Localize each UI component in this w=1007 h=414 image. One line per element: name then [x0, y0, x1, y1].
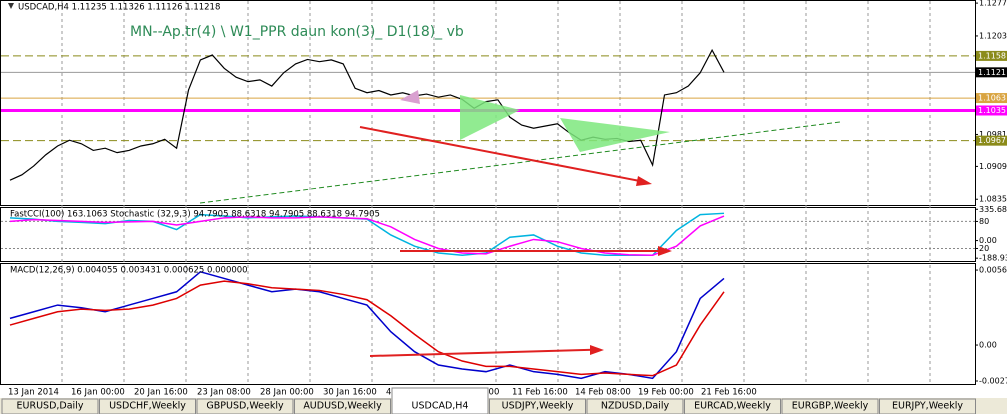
series-line [9, 215, 725, 256]
green-triangle [560, 118, 670, 152]
y2-tick-label: -188.93 [979, 254, 1007, 263]
level-label: 1.1158 [978, 51, 1006, 60]
tab-shape [489, 398, 586, 414]
tab[interactable]: AUDUSD,Weekly [294, 398, 391, 414]
tab[interactable]: GBPUSD,Weekly [196, 398, 294, 414]
level-label: 1.0967 [978, 136, 1006, 145]
y-tick-label: 20 [979, 244, 989, 253]
tab[interactable]: USDJPY,Weekly [489, 398, 586, 414]
level-box [976, 93, 1007, 104]
tab-shape [99, 398, 196, 414]
y-tick-label: 1.0835 [979, 195, 1007, 204]
tab-label: EURGBP,Weekly [792, 401, 869, 412]
green-triangle [460, 95, 520, 140]
tab-label: NZDUSD,Daily [601, 401, 670, 412]
tab-shape [391, 387, 489, 414]
y2-tick-label: 0.00 [979, 236, 997, 245]
tab[interactable]: EURCAD,Weekly [684, 398, 781, 414]
tab[interactable]: EURJPY,Weekly [879, 398, 976, 414]
tab-label: EURJPY,Weekly [892, 401, 963, 412]
level-label: 1.1063 [978, 94, 1006, 103]
arrow-head [658, 246, 672, 256]
tab-label: EURUSD,Daily [17, 401, 84, 412]
tab-label: USDCAD,H4 [412, 401, 469, 412]
panel-title: USDCAD,H4 1.11235 1.11326 1.11126 1.1121… [18, 3, 220, 13]
y2-tick-label: 335.68 [979, 205, 1007, 214]
red-arrow [359, 126, 646, 183]
tab-shape [879, 398, 976, 414]
tab-label: EURCAD,Weekly [694, 401, 771, 412]
tab-shape [294, 398, 391, 414]
time-label: 23 Jan 08:00 [197, 388, 251, 398]
tab[interactable]: NZDUSD,Daily [586, 398, 684, 414]
stochastic-panel [0, 207, 976, 262]
tab-shape [1, 398, 99, 414]
time-label: 21 Feb 16:00 [701, 388, 757, 398]
y-tick-label: 1.1277 [979, 0, 1007, 8]
red-arrow [369, 348, 593, 357]
tab-shape [684, 398, 781, 414]
time-label: 19 Feb 00:00 [638, 388, 694, 398]
level-box [976, 135, 1007, 146]
level-box [976, 67, 1007, 78]
time-label: 20 Jan 16:00 [134, 388, 188, 398]
pink-triangle [400, 90, 420, 104]
tab[interactable]: EURGBP,Weekly [781, 398, 879, 414]
time-label: 11 Feb 16:00 [512, 388, 568, 398]
price-panel [0, 0, 976, 206]
tab-label: USDCHF,Weekly [109, 401, 186, 412]
panel-title: MACD(12,26,9) 0.004055 0.003431 0.000625… [10, 266, 248, 276]
time-label: 13 Jan 2014 [8, 388, 59, 398]
y-tick-label: 0.00 [979, 341, 997, 350]
y-tick-label: 1.0909 [979, 162, 1007, 171]
y-tick-label: 0.00563 [979, 266, 1007, 275]
tab[interactable]: EURUSD,Daily [1, 398, 99, 414]
tab[interactable]: USDCAD,H4 [391, 387, 489, 414]
level-label: 1.1035 [978, 106, 1006, 115]
level-box [976, 50, 1007, 61]
level-label: 1.1121 [978, 68, 1006, 77]
chart-annotation: MN--Ap.tr(4) \ W1_PPR daun kon(3)_ D1(18… [130, 24, 464, 40]
tab-shape [781, 398, 879, 414]
tab-label: USDJPY,Weekly [502, 401, 574, 412]
panel-title: FastCCI(100) 163.1063 Stochastic (32,9,3… [10, 210, 380, 220]
series-line [9, 280, 725, 377]
annotations [8, 3, 841, 357]
tab-label: AUDUSD,Weekly [303, 401, 382, 412]
y-tick-label: 80 [979, 217, 989, 226]
y-tick-label: -0.0027 [979, 377, 1007, 386]
time-label: 14 Feb 08:00 [575, 388, 631, 398]
tab-label: GBPUSD,Weekly [206, 401, 284, 412]
time-label: 30 Jan 16:00 [323, 388, 377, 398]
arrow-head [636, 176, 652, 186]
arrow-head [590, 345, 604, 355]
level-box [976, 105, 1007, 116]
time-label: 28 Jan 00:00 [260, 388, 314, 398]
y-tick-label: 1.0981 [979, 130, 1007, 139]
tab-shape [586, 398, 684, 414]
panel-icon [8, 3, 14, 9]
y-tick-label: 1.1203 [979, 31, 1007, 40]
tab[interactable]: USDCHF,Weekly [99, 398, 196, 414]
macd-panel [0, 263, 976, 385]
trend-line [199, 121, 841, 204]
tab-shape [196, 398, 294, 414]
series-line [9, 270, 725, 380]
time-label: 16 Jan 00:00 [71, 388, 125, 398]
